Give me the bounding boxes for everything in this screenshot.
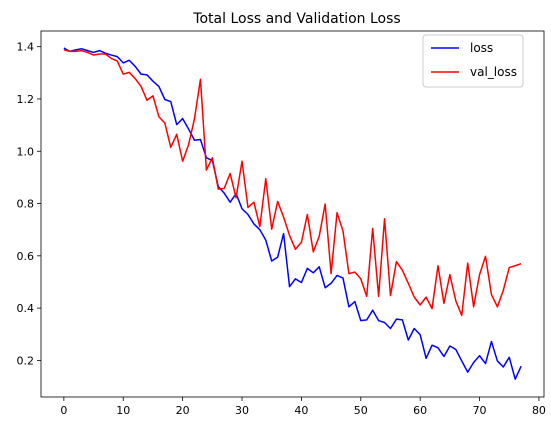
x-tick-label: 60 [413, 404, 427, 417]
legend-label-val-loss: val_loss [470, 65, 517, 79]
y-tick-label: 1.0 [17, 145, 35, 158]
x-tick-label: 40 [294, 404, 308, 417]
x-tick-label: 80 [532, 404, 546, 417]
series-line-val-loss [63, 49, 522, 317]
y-axis: 0.2 0.4 0.6 0.8 1.0 1.2 1.4 [17, 41, 41, 367]
legend-label-loss: loss [470, 41, 493, 55]
y-tick-label: 0.8 [17, 198, 35, 211]
y-tick-label: 1.4 [17, 41, 35, 54]
x-tick-label: 30 [235, 404, 249, 417]
x-tick-label: 0 [60, 404, 67, 417]
axes-frame [40, 30, 545, 398]
legend: loss val_loss [422, 34, 524, 88]
x-tick-label: 10 [116, 404, 130, 417]
series-line-loss [63, 47, 522, 380]
chart-title: Total Loss and Validation Loss [192, 11, 400, 27]
y-tick-label: 0.4 [17, 302, 35, 315]
y-tick-label: 0.6 [17, 250, 35, 263]
y-tick-label: 1.2 [17, 93, 35, 106]
series-layer [63, 47, 522, 380]
x-tick-label: 70 [473, 404, 487, 417]
y-tick-label: 0.2 [17, 354, 35, 367]
axes-border [40, 30, 545, 398]
x-axis: 0 10 20 30 40 50 60 70 80 [60, 397, 546, 417]
x-tick-label: 50 [354, 404, 368, 417]
x-tick-label: 20 [176, 404, 190, 417]
